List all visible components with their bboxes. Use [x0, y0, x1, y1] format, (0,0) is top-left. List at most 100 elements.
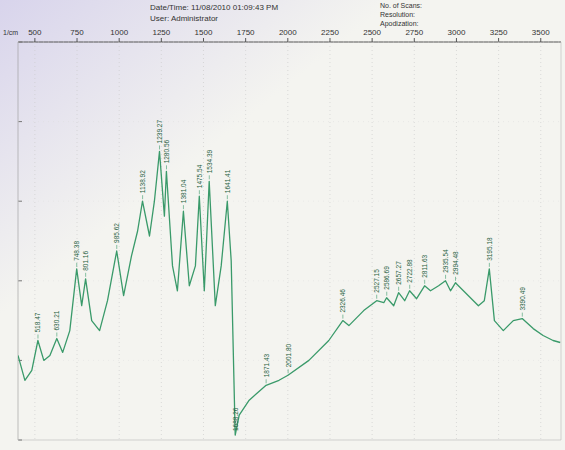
x-tick-label: 3500	[532, 28, 550, 37]
grid-line	[34, 42, 35, 440]
peak-marker	[288, 369, 289, 373]
grid-line	[245, 42, 246, 440]
x-axis-label: 1/cm	[3, 29, 18, 36]
x-tick	[329, 38, 330, 42]
peak-marker	[455, 277, 456, 281]
header-text: Date/Time: 11/08/2010 01:09:43 PM	[150, 3, 278, 12]
peak-marker	[398, 287, 399, 291]
peak-marker	[85, 273, 86, 277]
x-axis	[18, 42, 561, 43]
x-tick-label: 2000	[279, 28, 297, 37]
x-tick	[161, 38, 162, 42]
peak-label: 801.16	[82, 251, 89, 271]
x-tick-label: 1750	[237, 28, 255, 37]
peak-marker	[159, 145, 160, 149]
peak-marker	[489, 263, 490, 267]
peak-label: 3195.18	[486, 237, 493, 261]
peak-label: 2001.80	[285, 343, 292, 367]
peak-label: 985.62	[113, 223, 120, 243]
x-tick	[119, 38, 120, 42]
peak-marker	[342, 315, 343, 319]
peak-marker	[424, 280, 425, 284]
grid-line	[18, 440, 561, 441]
peak-label: 630.21	[53, 310, 60, 330]
frame-right	[561, 42, 562, 440]
peak-label: 3390.49	[519, 287, 526, 311]
grid-line	[498, 42, 499, 440]
peak-label: 1138.92	[139, 170, 146, 193]
x-tick	[77, 38, 78, 42]
peak-label: 1534.39	[206, 149, 213, 173]
peak-marker	[37, 335, 38, 339]
peak-label: 2994.48	[452, 251, 459, 275]
grid-line	[540, 42, 541, 440]
x-tick	[34, 38, 35, 42]
x-tick-label: 1250	[152, 28, 170, 37]
x-tick-label: 2500	[363, 28, 381, 37]
peak-label: 1641.41	[224, 169, 231, 193]
peak-label: 1871.43	[263, 353, 270, 377]
peak-label: 2935.54	[442, 249, 449, 273]
peak-label: 2586.69	[383, 266, 390, 290]
peak-label: 1688.26	[232, 407, 239, 431]
grid-line	[456, 42, 457, 440]
peak-label: 1475.54	[196, 164, 203, 188]
x-tick	[540, 38, 541, 42]
header-text: User: Administrator	[150, 14, 218, 23]
peak-marker	[445, 275, 446, 279]
peak-marker	[76, 263, 77, 267]
x-tick-label: 750	[70, 28, 84, 37]
peak-label: 2326.46	[339, 289, 346, 313]
grid-line	[372, 42, 373, 440]
header-text: Resolution:	[380, 11, 415, 18]
peak-marker	[376, 295, 377, 299]
chart: Date/Time: 11/08/2010 01:09:43 PM User: A…	[0, 0, 565, 450]
frame-bottom	[18, 440, 561, 441]
x-tick	[245, 38, 246, 42]
grid-line	[161, 42, 162, 440]
grid-line	[18, 201, 561, 202]
x-tick	[456, 38, 457, 42]
peak-marker	[209, 175, 210, 179]
grid-line	[203, 42, 204, 440]
header-text: No. of Scans:	[380, 2, 422, 9]
x-tick-label: 1000	[110, 28, 128, 37]
peak-label: 1381.04	[180, 179, 187, 203]
x-tick	[414, 38, 415, 42]
grid-line	[329, 42, 330, 440]
spectrum-line	[18, 151, 560, 435]
grid-line	[414, 42, 415, 440]
x-tick	[203, 38, 204, 42]
peak-marker	[142, 195, 143, 199]
x-tick-label: 3250	[490, 28, 508, 37]
peak-marker	[227, 195, 228, 199]
grid-line	[287, 42, 288, 440]
peak-label: 2811.63	[421, 254, 428, 277]
peak-marker	[266, 379, 267, 383]
background	[0, 0, 565, 450]
peak-marker	[386, 292, 387, 296]
header-text: Apodization:	[380, 20, 419, 28]
peak-label: 1280.56	[163, 139, 170, 163]
peak-label: 748.38	[73, 241, 80, 261]
x-tick	[498, 38, 499, 42]
plot-area	[18, 145, 560, 435]
x-tick-label: 500	[28, 28, 42, 37]
peak-marker	[166, 165, 167, 169]
peak-label: 2722.88	[406, 259, 413, 283]
peak-marker	[409, 285, 410, 289]
peak-marker	[116, 245, 117, 249]
x-tick-label: 3000	[448, 28, 466, 37]
grid-line	[18, 42, 561, 43]
y-axis	[18, 42, 19, 440]
peak-label: 518.47	[34, 312, 41, 332]
grid-line	[18, 121, 561, 122]
x-tick-label: 1500	[195, 28, 213, 37]
x-tick	[287, 38, 288, 42]
x-tick	[372, 38, 373, 42]
peak-label: 2657.27	[395, 261, 402, 285]
peak-marker	[183, 205, 184, 209]
x-tick-label: 2750	[405, 28, 423, 37]
peak-label: 2527.15	[373, 269, 380, 293]
peak-marker	[522, 313, 523, 317]
